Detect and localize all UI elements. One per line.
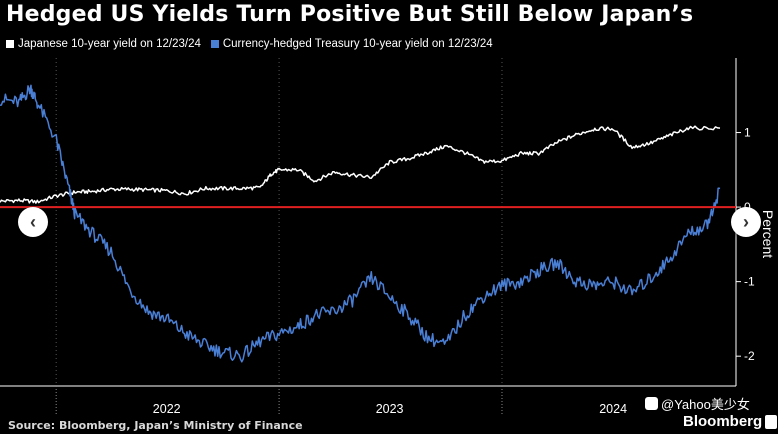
x-tick-label: 2024 [599,402,627,416]
chart-title: Hedged US Yields Turn Positive But Still… [6,2,694,27]
y-tick-label: 1 [744,126,751,140]
brand-label: Bloomberg [683,413,763,430]
series-line-japan [0,125,721,204]
chart-legend: Japanese 10-year yield on 12/23/24 Curre… [6,38,503,50]
watermark: @Yahoo美少女 [645,394,750,413]
y-axis-label: Percent [760,210,776,258]
legend-swatch-japan [6,40,14,48]
previous-chevron-icon[interactable]: ‹ [18,207,48,237]
bloomberg-logo: Bloomberg [683,413,778,430]
source-note: Source: Bloomberg, Japan’s Ministry of F… [8,419,303,432]
legend-label-hedged-us: Currency-hedged Treasury 10-year yield o… [222,38,493,50]
y-tick-label: -2 [744,349,755,363]
y-tick-label: -1 [744,275,755,289]
next-chevron-icon[interactable]: › [731,207,761,237]
legend-item-hedged-us: Currency-hedged Treasury 10-year yield o… [210,38,493,50]
legend-swatch-hedged-us [210,40,219,48]
brand-mark-icon [765,414,778,429]
x-tick-label: 2022 [153,402,181,416]
legend-item-japan: Japanese 10-year yield on 12/23/24 [6,38,201,50]
x-tick-label: 2023 [376,402,404,416]
watermark-label: @Yahoo美少女 [661,397,750,412]
series-line-hedged-us [0,84,721,363]
legend-label-japan: Japanese 10-year yield on 12/23/24 [18,38,201,50]
facebook-icon [645,397,658,410]
